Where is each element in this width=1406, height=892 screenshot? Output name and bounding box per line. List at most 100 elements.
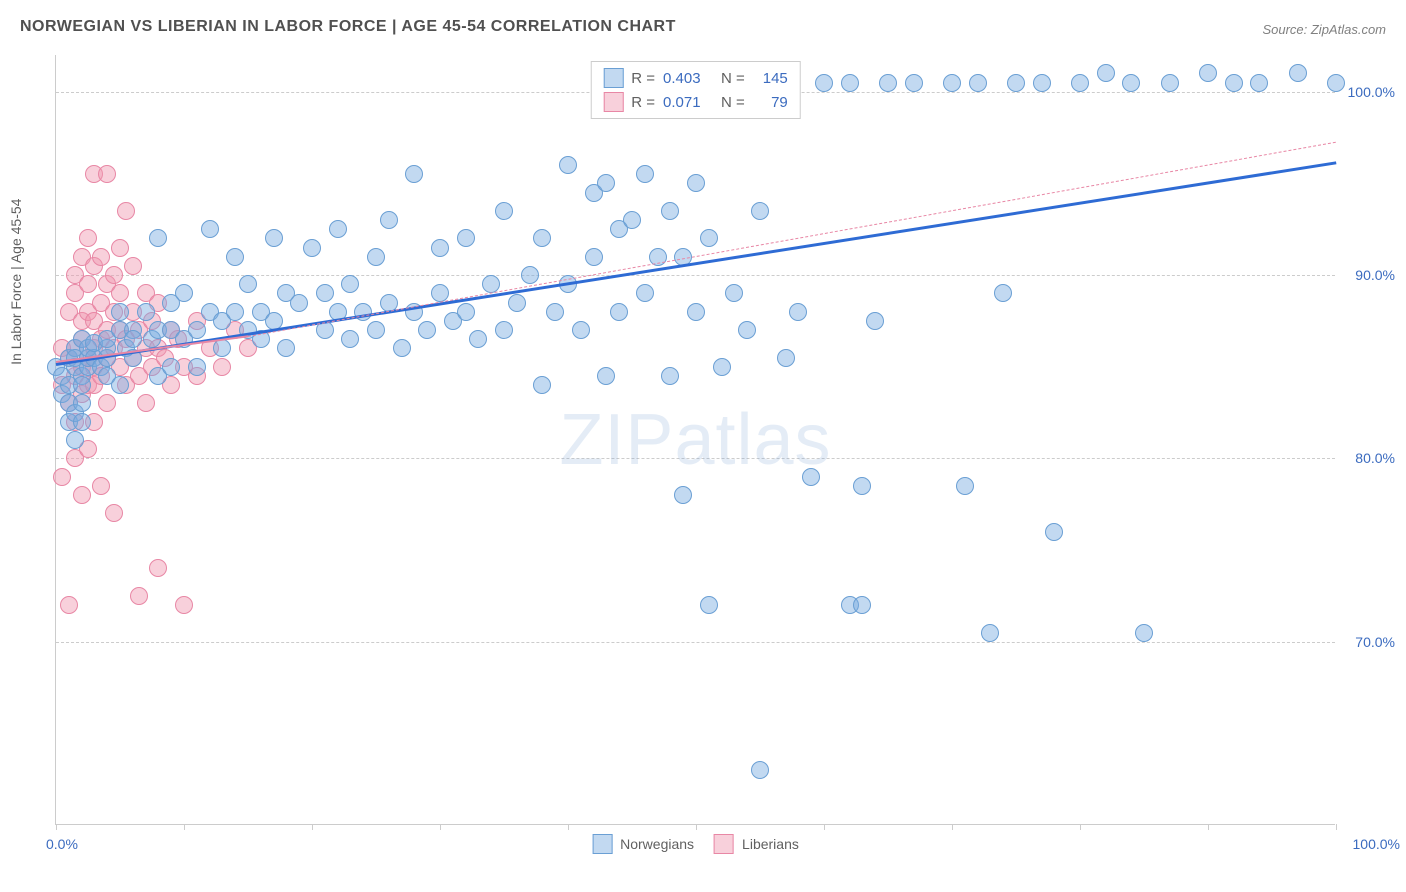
data-point xyxy=(457,229,475,247)
data-point xyxy=(1289,64,1307,82)
data-point xyxy=(853,596,871,614)
gridline xyxy=(56,642,1335,643)
legend-r-value: 0.071 xyxy=(663,94,713,111)
data-point xyxy=(1007,74,1025,92)
data-point xyxy=(777,349,795,367)
data-point xyxy=(1199,64,1217,82)
data-point xyxy=(508,294,526,312)
data-point xyxy=(239,275,257,293)
data-point xyxy=(175,596,193,614)
data-point xyxy=(53,468,71,486)
data-point xyxy=(341,330,359,348)
data-point xyxy=(98,165,116,183)
plot-area: In Labor Force | Age 45-54 ZIPatlas R =0… xyxy=(55,55,1335,825)
watermark: ZIPatlas xyxy=(559,399,831,481)
data-point xyxy=(1097,64,1115,82)
data-point xyxy=(879,74,897,92)
data-point xyxy=(149,559,167,577)
x-tick xyxy=(1208,824,1209,830)
data-point xyxy=(380,211,398,229)
data-point xyxy=(66,431,84,449)
y-tick-label: 80.0% xyxy=(1340,450,1395,466)
data-point xyxy=(393,339,411,357)
data-point xyxy=(60,596,78,614)
data-point xyxy=(130,587,148,605)
legend-item: Norwegians xyxy=(592,834,694,854)
data-point xyxy=(905,74,923,92)
data-point xyxy=(124,330,142,348)
legend-swatch xyxy=(603,92,623,112)
data-point xyxy=(105,266,123,284)
data-point xyxy=(751,761,769,779)
data-point xyxy=(73,486,91,504)
data-point xyxy=(124,257,142,275)
data-point xyxy=(585,248,603,266)
data-point xyxy=(92,248,110,266)
x-axis-label-max: 100.0% xyxy=(1353,836,1400,852)
x-axis-label-min: 0.0% xyxy=(46,836,78,852)
data-point xyxy=(367,248,385,266)
data-point xyxy=(623,211,641,229)
data-point xyxy=(175,284,193,302)
data-point xyxy=(559,156,577,174)
data-point xyxy=(290,294,308,312)
data-point xyxy=(1161,74,1179,92)
data-point xyxy=(303,239,321,257)
legend-r-label: R = xyxy=(631,94,655,111)
data-point xyxy=(405,165,423,183)
data-point xyxy=(418,321,436,339)
data-point xyxy=(1122,74,1140,92)
data-point xyxy=(533,229,551,247)
y-tick-label: 90.0% xyxy=(1340,267,1395,283)
data-point xyxy=(73,376,91,394)
data-point xyxy=(700,596,718,614)
data-point xyxy=(457,303,475,321)
data-point xyxy=(117,202,135,220)
data-point xyxy=(1071,74,1089,92)
data-point xyxy=(162,358,180,376)
data-point xyxy=(1327,74,1345,92)
x-tick xyxy=(696,824,697,830)
legend-correlation: R =0.403N =145R =0.071N =79 xyxy=(590,61,801,119)
data-point xyxy=(341,275,359,293)
legend-n-value: 145 xyxy=(753,70,788,87)
gridline xyxy=(56,458,1335,459)
data-point xyxy=(111,303,129,321)
data-point xyxy=(533,376,551,394)
data-point xyxy=(98,394,116,412)
data-point xyxy=(661,202,679,220)
data-point xyxy=(572,321,590,339)
data-point xyxy=(687,303,705,321)
data-point xyxy=(226,303,244,321)
data-point xyxy=(92,477,110,495)
data-point xyxy=(1045,523,1063,541)
data-point xyxy=(738,321,756,339)
legend-label: Liberians xyxy=(742,836,799,852)
data-point xyxy=(841,74,859,92)
data-point xyxy=(188,358,206,376)
x-tick xyxy=(56,824,57,830)
data-point xyxy=(674,486,692,504)
data-point xyxy=(277,339,295,357)
data-point xyxy=(700,229,718,247)
data-point xyxy=(111,376,129,394)
data-point xyxy=(661,367,679,385)
data-point xyxy=(265,229,283,247)
data-point xyxy=(137,303,155,321)
data-point xyxy=(367,321,385,339)
data-point xyxy=(866,312,884,330)
data-point xyxy=(994,284,1012,302)
legend-r-label: R = xyxy=(631,70,655,87)
data-point xyxy=(725,284,743,302)
legend-r-value: 0.403 xyxy=(663,70,713,87)
data-point xyxy=(969,74,987,92)
legend-n-value: 79 xyxy=(753,94,788,111)
legend-swatch xyxy=(714,834,734,854)
data-point xyxy=(111,239,129,257)
data-point xyxy=(79,229,97,247)
data-point xyxy=(213,358,231,376)
data-point xyxy=(713,358,731,376)
data-point xyxy=(495,202,513,220)
legend-series: Norwegians Liberians xyxy=(592,834,799,854)
data-point xyxy=(1135,624,1153,642)
